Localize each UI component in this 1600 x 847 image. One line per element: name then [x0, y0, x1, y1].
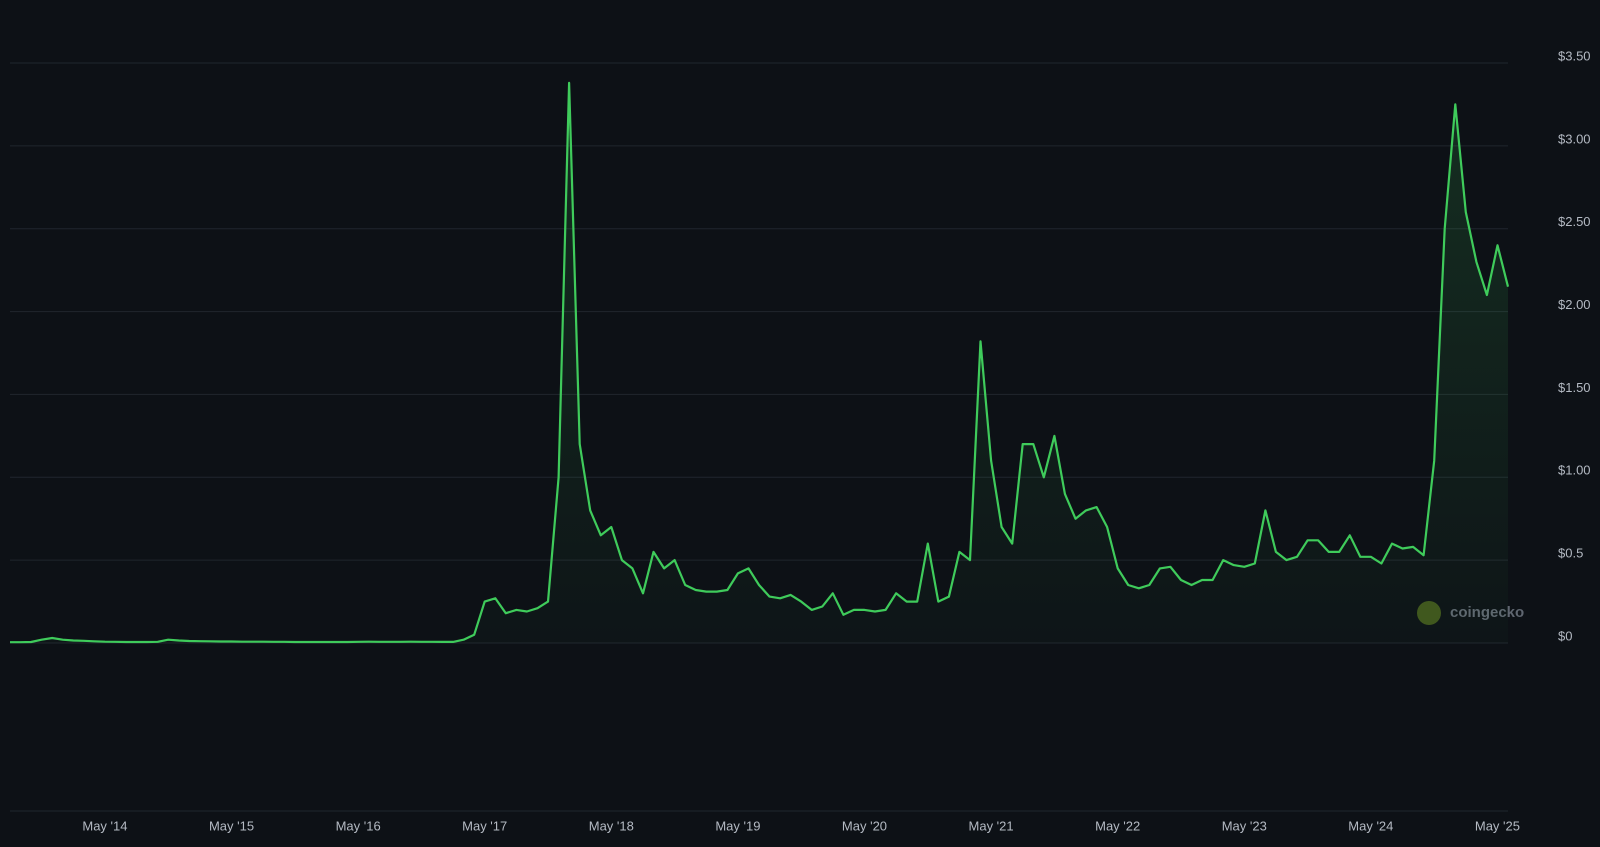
x-tick-label: May '14: [82, 818, 127, 833]
x-tick-label: May '20: [842, 818, 887, 833]
x-tick-label: May '21: [969, 818, 1014, 833]
y-tick-label: $2.50: [1558, 214, 1591, 229]
x-tick-label: May '15: [209, 818, 254, 833]
x-tick-label: May '23: [1222, 818, 1267, 833]
y-tick-label: $3.00: [1558, 131, 1591, 146]
x-tick-label: May '18: [589, 818, 634, 833]
x-tick-label: May '22: [1095, 818, 1140, 833]
y-tick-label: $0.5: [1558, 546, 1583, 561]
x-tick-label: May '25: [1475, 818, 1520, 833]
area-fill: [10, 82, 1508, 643]
x-tick-label: May '16: [336, 818, 381, 833]
y-tick-label: $1.50: [1558, 380, 1591, 395]
x-tick-label: May '24: [1348, 818, 1393, 833]
x-tick-label: May '19: [715, 818, 760, 833]
price-line: [10, 81, 1510, 644]
y-tick-label: $2.00: [1558, 297, 1591, 312]
y-tick-label: $1.00: [1558, 463, 1591, 478]
x-tick-label: May '17: [462, 818, 507, 833]
y-tick-label: $3.50: [1558, 48, 1591, 63]
y-tick-label: $0: [1558, 628, 1572, 643]
